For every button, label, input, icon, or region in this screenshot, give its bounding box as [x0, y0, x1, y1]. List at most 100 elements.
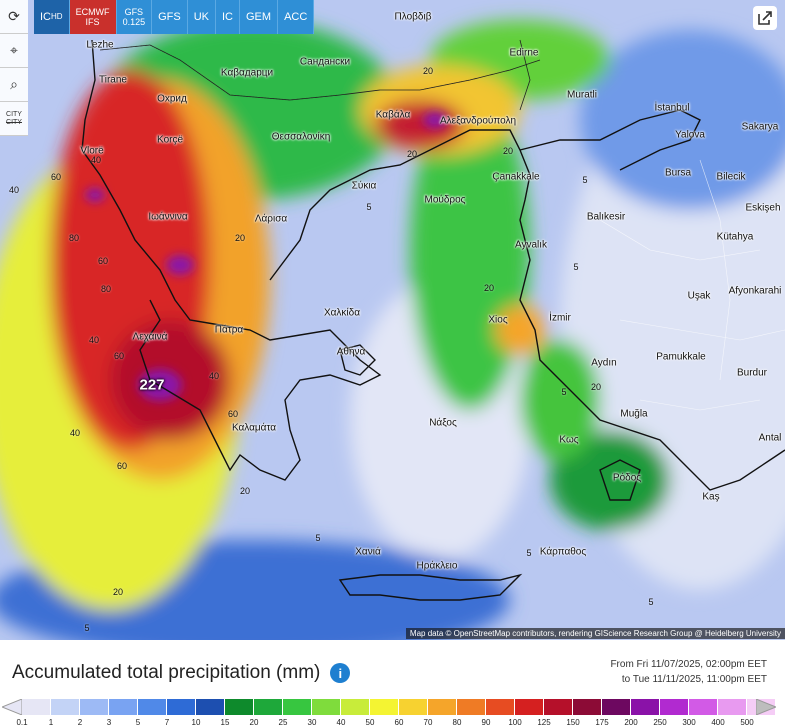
place-label[interactable]: Πλοβδιβ — [394, 11, 432, 23]
place-label[interactable]: Muğla — [620, 408, 648, 420]
scale-tick-label: 20 — [249, 718, 259, 727]
precipitation-map[interactable]: Πλοβδιβ Lezhe Tirane Καβαдарци Сандански Edir… — [0, 0, 785, 640]
model-button-1[interactable]: ECMWF IFS — [69, 0, 117, 34]
place-label[interactable]: Αθήνα — [336, 346, 366, 358]
contour-value: 5 — [582, 175, 588, 185]
scale-tick-label: 175 — [595, 718, 609, 727]
color-scale: 0.1 1 2 3 5 7 10 15 20 25 30 40 50 60 70 80 90 100 125 150 1… — [0, 699, 785, 728]
place-label[interactable]: Καλαμάτα — [231, 422, 277, 434]
scale-color-cell — [312, 699, 341, 715]
model-button-0[interactable]: IC HD — [34, 0, 70, 34]
model-label: GFS — [124, 7, 144, 17]
contour-value: 40 — [90, 155, 102, 165]
place-label[interactable]: Vlorë — [80, 145, 104, 157]
place-label[interactable]: Kütahya — [716, 231, 754, 243]
contour-value: 60 — [97, 256, 109, 266]
scale-color-cell — [138, 699, 167, 715]
place-label[interactable]: Сандански — [299, 56, 351, 68]
place-label[interactable]: Καβαдарци — [220, 67, 274, 79]
place-label[interactable]: Χαλκίδα — [323, 307, 361, 319]
place-label[interactable]: İzmir — [549, 312, 571, 324]
max-precipitation-value: 227 — [139, 376, 165, 394]
place-label[interactable]: Xioς — [488, 314, 508, 326]
scale-color-cell — [573, 699, 602, 715]
contour-value: 20 — [590, 382, 602, 392]
place-label[interactable]: Ρόδος — [612, 472, 642, 484]
model-button-7[interactable]: ACC — [278, 0, 315, 34]
place-label[interactable]: Καβάλα — [375, 109, 411, 121]
scale-tick-label: 50 — [365, 718, 375, 727]
place-label[interactable]: Ayvalık — [514, 239, 548, 251]
model-label: IC — [40, 11, 51, 23]
place-label[interactable]: Tirane — [99, 74, 127, 86]
place-label[interactable]: Μούδρος — [424, 194, 466, 206]
place-label[interactable]: Burdur — [736, 367, 768, 379]
contour-value: 60 — [113, 351, 125, 361]
share-icon[interactable] — [753, 6, 777, 30]
place-label[interactable]: Bilecik — [716, 171, 746, 183]
legend-title-text: Accumulated total precipitation (mm) — [12, 662, 321, 683]
contour-value: 5 — [648, 597, 654, 607]
model-button-6[interactable]: GEM — [240, 0, 279, 34]
place-label[interactable]: Λεχαινά — [132, 331, 168, 343]
place-label[interactable]: Κάρπαθος — [539, 546, 587, 558]
model-button-2[interactable]: GFS 0.125 — [116, 0, 153, 34]
place-label[interactable]: Αλεξανδρούπολη — [439, 115, 517, 127]
place-label[interactable]: Kaş — [702, 491, 720, 503]
place-label[interactable]: Yalova — [675, 129, 705, 141]
scale-color-cell — [486, 699, 515, 715]
map-tools: ⟳ ⌖ ⌕ CITY CITY — [0, 0, 28, 136]
model-label: ACC — [284, 11, 308, 23]
model-button-5[interactable]: IC — [216, 0, 240, 34]
place-label[interactable]: Muratli — [566, 89, 598, 101]
place-label[interactable]: Θεσσαλονίκη — [271, 131, 331, 143]
place-label[interactable]: Πάτρα — [214, 324, 244, 336]
contour-value: 40 — [8, 185, 20, 195]
place-label[interactable]: Κως — [559, 434, 579, 446]
place-label[interactable]: Ηράκλειο — [416, 560, 458, 572]
model-sublabel: 0.125 — [122, 17, 146, 27]
place-label[interactable]: Uşak — [687, 290, 711, 302]
place-label[interactable]: Aydın — [591, 357, 617, 369]
scale-color-cell — [515, 699, 544, 715]
place-label[interactable]: Eskişeh — [745, 202, 781, 214]
model-button-3[interactable]: GFS — [152, 0, 188, 34]
place-label[interactable]: Σύκια — [351, 180, 377, 192]
contour-value: 60 — [227, 409, 239, 419]
place-label[interactable]: Pamukkale — [656, 351, 706, 363]
place-label[interactable]: Edirne — [509, 47, 539, 59]
place-label[interactable]: Çanakkale — [492, 171, 540, 183]
scale-color-cell — [660, 699, 689, 715]
contour-value: 20 — [483, 283, 495, 293]
scale-color-cell — [370, 699, 399, 715]
location-pin-icon[interactable]: ⌖ — [0, 34, 28, 68]
place-label[interactable]: Λάρισα — [254, 213, 288, 225]
info-icon[interactable]: i — [330, 663, 351, 683]
place-label[interactable]: Sakarya — [741, 121, 779, 133]
refresh-icon[interactable]: ⟳ — [0, 0, 28, 34]
period-from: From Fri 11/07/2025, 02:00pm EET — [610, 659, 767, 670]
place-label[interactable]: Ιωάννινα — [148, 211, 188, 223]
map-attribution: Map data © OpenStreetMap contributors, r… — [405, 628, 785, 639]
place-label[interactable]: Afyonkarahi — [728, 285, 782, 297]
place-label[interactable]: Korçë — [156, 134, 184, 146]
model-label: GFS — [158, 11, 181, 23]
scale-tick-label: 1 — [48, 718, 54, 727]
place-label[interactable]: Охрид — [157, 93, 187, 105]
model-button-4[interactable]: UK — [187, 0, 216, 34]
city-toggle-button[interactable]: CITY CITY — [0, 102, 28, 136]
place-label[interactable]: Lezhe — [86, 39, 114, 51]
scale-tick-label: 150 — [566, 718, 580, 727]
zoom-icon[interactable]: ⌕ — [0, 68, 28, 102]
place-label[interactable]: Bursa — [664, 167, 692, 179]
contour-value: 40 — [88, 335, 100, 345]
place-label[interactable]: Χανιά — [355, 546, 381, 558]
place-label[interactable]: Balıkesir — [586, 211, 626, 223]
model-sublabel: IFS — [85, 17, 100, 27]
place-label[interactable]: Νάξος — [429, 417, 457, 429]
scale-color-cell — [457, 699, 486, 715]
place-label[interactable]: İstanbul — [654, 102, 690, 114]
contour-value: 5 — [573, 262, 579, 272]
place-label[interactable]: Antal — [758, 432, 782, 444]
scale-color-cell — [254, 699, 283, 715]
